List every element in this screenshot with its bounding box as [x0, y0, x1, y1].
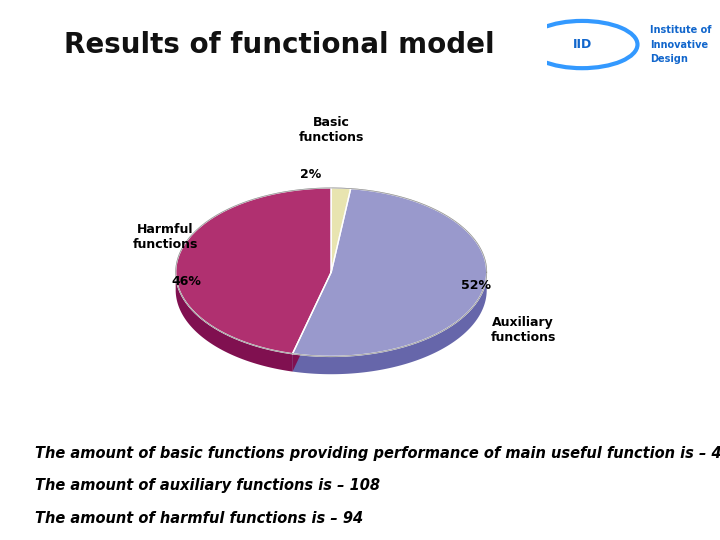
Text: Design: Design [650, 55, 688, 64]
Text: Basic
functions: Basic functions [299, 116, 364, 144]
Text: Harmful
functions: Harmful functions [132, 222, 198, 251]
Polygon shape [176, 273, 292, 372]
Text: The amount of auxiliary functions is – 108: The amount of auxiliary functions is – 1… [35, 478, 380, 494]
Polygon shape [292, 272, 331, 372]
Polygon shape [292, 273, 487, 374]
Text: Innovative: Innovative [650, 39, 708, 50]
Text: The amount of basic functions providing performance of main useful function is –: The amount of basic functions providing … [35, 446, 720, 461]
Text: 46%: 46% [171, 275, 201, 288]
Polygon shape [292, 188, 487, 356]
Polygon shape [331, 188, 351, 272]
Text: Auxiliary
functions: Auxiliary functions [490, 316, 556, 345]
Text: The amount of harmful functions is – 94: The amount of harmful functions is – 94 [35, 511, 364, 526]
Text: 2%: 2% [300, 168, 321, 181]
Text: Results of functional model: Results of functional model [63, 31, 495, 58]
Polygon shape [292, 272, 331, 372]
Polygon shape [176, 188, 331, 354]
Text: 52%: 52% [462, 279, 491, 292]
Text: Institute of: Institute of [650, 25, 711, 35]
Text: IID: IID [572, 38, 592, 51]
